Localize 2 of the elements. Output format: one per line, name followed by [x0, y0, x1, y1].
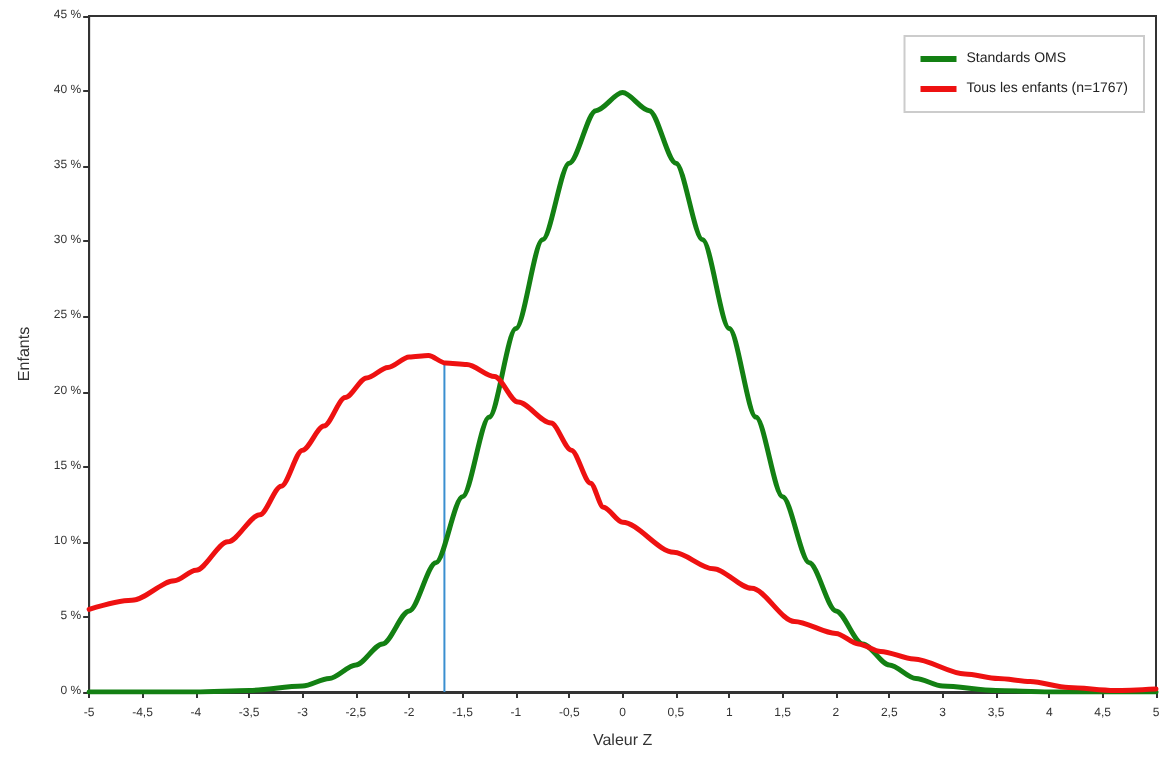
y-axis-title: Enfants — [15, 326, 33, 382]
x-axis-title: Valeur Z — [592, 731, 653, 749]
